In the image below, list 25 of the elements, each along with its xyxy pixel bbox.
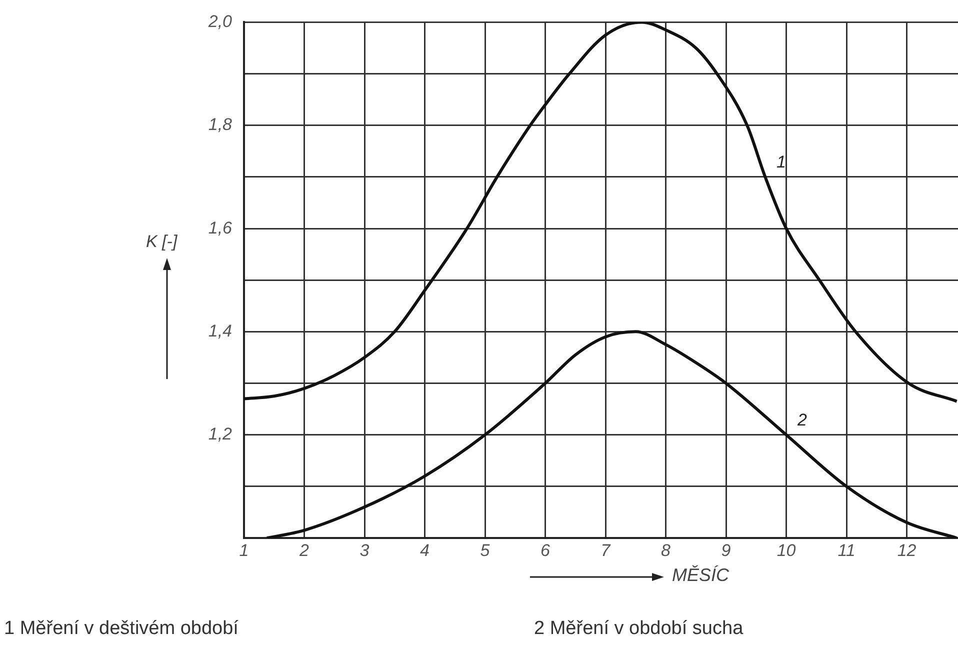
x-tick-label: 8 [661,540,672,560]
x-axis-title: MĚSÍC [672,565,730,586]
line-series [244,22,958,403]
x-tick-label: 6 [540,540,551,560]
x-tick-label: 5 [480,540,490,560]
series-label: 1 [776,152,786,172]
x-tick-label: 2 [298,540,310,560]
x-tick-label: 9 [721,540,732,560]
x-tick-label: 4 [420,540,430,560]
x-tick-label: 11 [838,540,856,560]
series-label: 2 [796,410,808,430]
x-tick-label: 12 [897,540,917,560]
y-tick-label: 1,6 [208,218,233,238]
y-axis-title: K [-] [146,232,178,252]
y-tick-label: 1,8 [208,115,233,134]
x-tick-label: 10 [776,540,796,560]
y-tick-label: 2,0 [207,12,233,31]
y-tick-label: 1,4 [208,321,232,340]
text: 1 Měření v deštivém období [4,618,238,640]
text: 2 Měření v období sucha [534,618,744,640]
x-tick-label: 3 [360,540,370,560]
y-tick-label: 1,2 [208,424,233,444]
x-tick-label: 7 [600,540,611,560]
line-series [265,330,958,538]
x-tick-label: 1 [239,540,249,560]
